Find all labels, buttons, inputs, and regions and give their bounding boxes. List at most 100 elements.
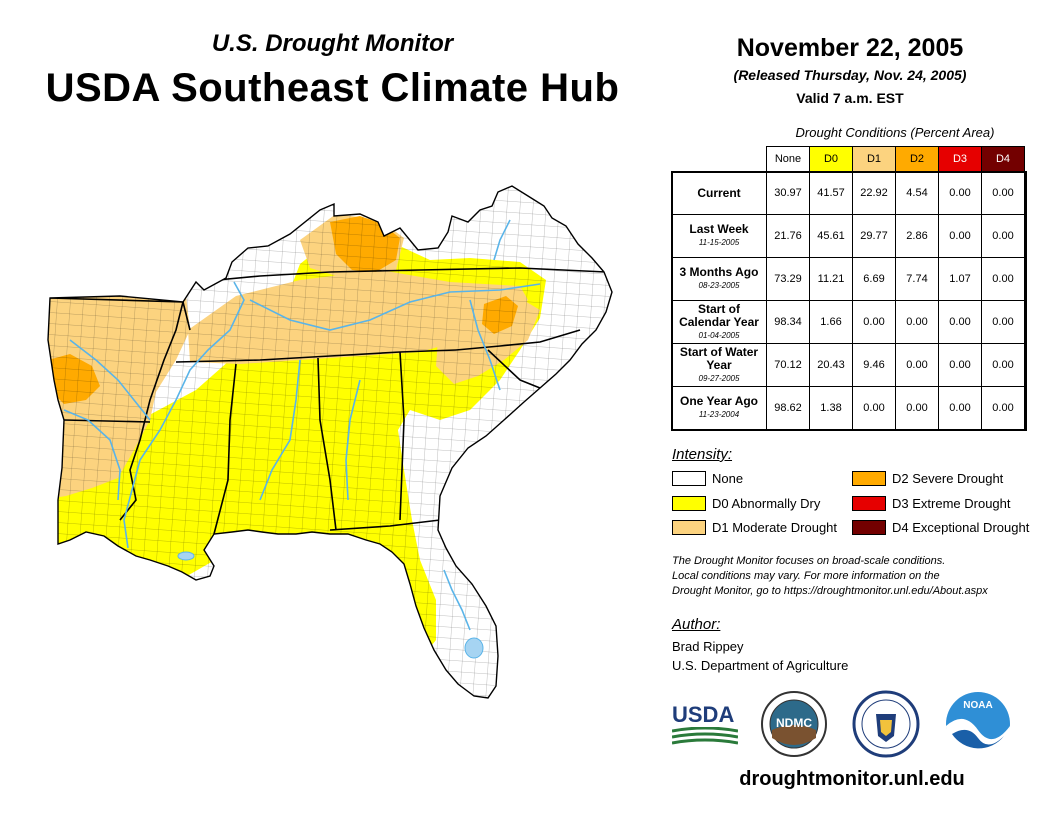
col-d3: D3 [938,146,982,172]
noaa-logo-text: NOAA [963,700,993,711]
legend-item-d4: D4 Exceptional Drought [852,520,1029,535]
legend-item-d0: D0 Abnormally Dry [672,496,820,511]
table-cell: 0.00 [938,171,982,215]
table-cell: 45.61 [809,214,853,258]
row-label: Start of Water Year 09-27-2005 [671,343,767,387]
row-label: One Year Ago 11-23-2004 [671,386,767,430]
legend-label: D1 Moderate Drought [712,520,838,535]
doc-seal-icon [852,690,920,758]
drought-map [47,185,613,699]
table-cell: 73.29 [766,257,810,301]
rivers [63,219,541,631]
legend-label: D3 Extreme Drought [892,496,1011,511]
legend-swatch-none [672,471,706,486]
table-cell: 21.76 [766,214,810,258]
disclaimer-note: The Drought Monitor focuses on broad-sca… [672,554,1042,599]
table-cell: 0.00 [852,300,896,344]
table-cell: 1.07 [938,257,982,301]
usda-logo-text: USDA [672,702,735,727]
table-cell: 0.00 [938,343,982,387]
legend-swatch-d0 [672,496,706,511]
footer-url[interactable]: droughtmonitor.unl.edu [739,768,965,790]
author-heading: Author: [672,616,721,633]
drought-conditions-table: None D0 D1 D2 D3 D4 Current 30.97 41.57 … [671,146,1025,430]
legend-label: None [712,471,744,486]
table-cell: 22.92 [852,171,896,215]
table-cell: 0.00 [938,300,982,344]
usda-logo: USDA [671,702,739,749]
legend-heading: Intensity: [672,446,733,463]
author-info: Brad Rippey U.S. Department of Agricultu… [672,637,848,675]
ndmc-logo: NDMC [760,690,828,758]
release-date: (Released Thursday, Nov. 24, 2005) [733,67,967,83]
row-label: Current [671,171,767,215]
state-boundaries [49,267,607,535]
usda-logo-hills [671,726,739,745]
legend-item-d1: D1 Moderate Drought [672,520,837,535]
table-row-one-year-ago: One Year Ago 11-23-2004 98.62 1.38 0.00 0… [671,386,1025,430]
legend-swatch-d4 [852,520,886,535]
table-cell: 70.12 [766,343,810,387]
table-row-3-months-ago: 3 Months Ago 08-23-2005 73.29 11.21 6.69 … [671,257,1025,301]
row-label: Last Week 11-15-2005 [671,214,767,258]
noaa-seal-icon [946,692,1010,758]
table-cell: 0.00 [981,300,1025,344]
table-cell: 0.00 [938,214,982,258]
table-cell: 1.38 [809,386,853,430]
lake-okeechobee [464,637,484,659]
legend-label: D0 Abnormally Dry [712,496,821,511]
table-caption: Drought Conditions (Percent Area) [795,125,995,140]
table-cell: 7.74 [895,257,939,301]
col-d4: D4 [981,146,1025,172]
table-cell: 0.00 [981,214,1025,258]
table-cell: 30.97 [766,171,810,215]
legend-swatch-d2 [852,471,886,486]
col-d0: D0 [809,146,853,172]
table-cell: 0.00 [981,257,1025,301]
table-cell: 11.21 [809,257,853,301]
table-row-current: Current 30.97 41.57 22.92 4.54 0.00 0.00 [671,171,1025,215]
table-cell: 29.77 [852,214,896,258]
ndmc-logo-text: NDMC [776,716,812,730]
table-cell: 1.66 [809,300,853,344]
table-row-start-calendar-year: Start of Calendar Year 01-04-2005 98.34 1… [671,300,1025,344]
legend-swatch-d3 [852,496,886,511]
region-outline [47,185,613,699]
table-cell: 0.00 [981,171,1025,215]
note-line: Drought Monitor, go to https://droughtmo… [672,585,988,597]
table-cell: 2.86 [895,214,939,258]
legend-item-d3: D3 Extreme Drought [852,496,1011,511]
author-org: U.S. Department of Agriculture [672,658,849,673]
table-cell: 98.34 [766,300,810,344]
author-name: Brad Rippey [672,639,744,654]
table-cell: 0.00 [895,300,939,344]
legend-label: D4 Exceptional Drought [892,520,1030,535]
table-row-last-week: Last Week 11-15-2005 21.76 45.61 29.77 2.… [671,214,1025,258]
table-cell: 0.00 [895,343,939,387]
col-none: None [766,146,810,172]
table-cell: 0.00 [981,386,1025,430]
legend-label: D2 Severe Drought [892,471,1004,486]
table-cell: 0.00 [981,343,1025,387]
legend-swatch-d1 [672,520,706,535]
col-d1: D1 [852,146,896,172]
table-cell: 0.00 [852,386,896,430]
table-corner [672,147,767,172]
table-cell: 9.46 [852,343,896,387]
table-header-row: None D0 D1 D2 D3 D4 [672,146,1025,172]
note-line: The Drought Monitor focuses on broad-sca… [672,555,946,567]
table-cell: 6.69 [852,257,896,301]
table-cell: 0.00 [938,386,982,430]
table-cell: 41.57 [809,171,853,215]
table-cell: 0.00 [895,386,939,430]
noaa-logo: NOAA [944,690,1012,758]
table-cell: 4.54 [895,171,939,215]
valid-time: Valid 7 a.m. EST [796,90,904,106]
note-line: Local conditions may vary. For more info… [672,570,940,582]
row-label: 3 Months Ago 08-23-2005 [671,257,767,301]
lake-pontchartrain [177,551,195,561]
table-row-start-water-year: Start of Water Year 09-27-2005 70.12 20.4… [671,343,1025,387]
map-subtitle: U.S. Drought Monitor [211,30,454,57]
table-cell: 98.62 [766,386,810,430]
legend-item-none: None [672,471,743,486]
